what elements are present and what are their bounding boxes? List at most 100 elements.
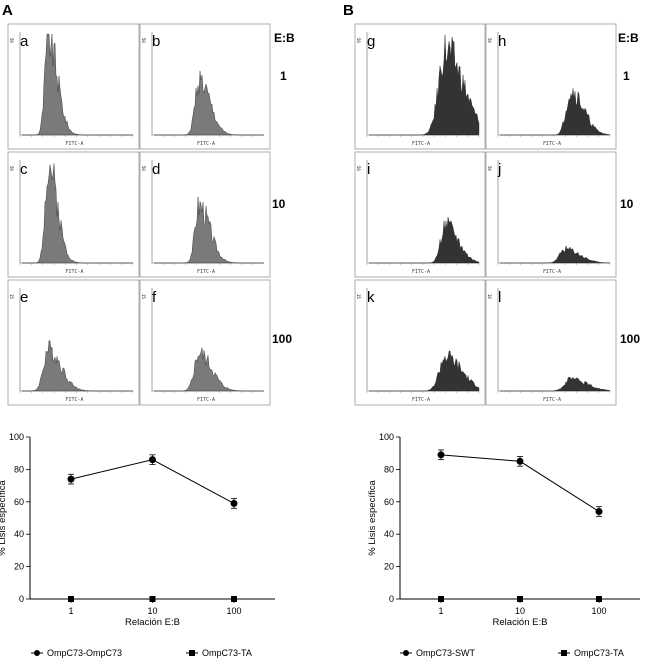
histogram-letter: i (367, 161, 370, 178)
histogram-k: 15 FITC-A k (354, 279, 486, 406)
histogram-letter: b (152, 33, 160, 50)
data-point (596, 596, 602, 602)
y-tick-label: 40 (14, 529, 24, 539)
data-point (68, 596, 74, 602)
y-tick-label: 100 (379, 432, 394, 442)
data-point (517, 596, 523, 602)
ratio-label-a-1: 1 (280, 69, 287, 83)
y-tick-label: 20 (14, 562, 24, 572)
ratio-label-b-1: 1 (623, 69, 630, 83)
ratio-label-b-10: 10 (620, 197, 634, 211)
line-chart-a: 0 20 40 60 80 100 1 10 100 Relación E:B % Lisis es… (0, 432, 275, 658)
y-tick-label: 40 (384, 529, 394, 539)
histogram-distribution (154, 70, 264, 136)
histogram-letter: g (367, 33, 375, 50)
histogram-ymax-label: 15 (9, 294, 14, 299)
histogram-distribution (369, 350, 480, 392)
histogram-ymax-label: 50 (356, 38, 361, 43)
histogram-letter: j (497, 161, 501, 178)
legend-marker (561, 650, 567, 656)
legend-entry: OmpC73-TA (558, 648, 624, 658)
data-point (438, 596, 444, 602)
y-axis-label: % Lisis específica (367, 480, 378, 556)
histogram-letter: h (498, 33, 506, 50)
legend-label: OmpC73-SWT (416, 648, 476, 658)
x-tick-label: 1 (68, 606, 73, 616)
series-line (70, 459, 235, 504)
y-tick-label: 80 (384, 464, 394, 474)
data-point (437, 451, 445, 459)
histogram-e: 15 FITC-A e (7, 279, 140, 406)
histogram-i: 50 FITC-A i (354, 151, 486, 278)
legend-label: OmpC73-TA (574, 648, 624, 658)
x-tick-label: 100 (226, 606, 241, 616)
y-tick-label: 60 (14, 497, 24, 507)
histogram-l: 10 FITC-A l (485, 279, 617, 406)
ratio-label-b-100: 100 (620, 332, 640, 346)
histogram-distribution (22, 163, 133, 264)
data-point (67, 475, 75, 483)
data-point (231, 596, 237, 602)
data-point (230, 499, 238, 507)
legend-label: OmpC73-TA (202, 648, 252, 658)
histogram-x-label: FITC-A (412, 269, 430, 275)
histogram-grid: 50 FITC-A a 50 FITC-A b 50 FITC-A c 50 FITC-A d 15 FI… (7, 23, 617, 406)
histogram-ymax-label: 50 (487, 38, 492, 43)
line-chart-b: 0 20 40 60 80 100 1 10 100 Relación E:B % Lisis es… (367, 432, 640, 658)
histogram-g: 50 FITC-A g (354, 23, 486, 150)
y-tick-label: 80 (14, 464, 24, 474)
histogram-x-label: FITC-A (197, 141, 215, 147)
x-axis-label: Relación E:B (493, 617, 548, 628)
histogram-distribution (369, 34, 480, 136)
histogram-a: 50 FITC-A a (7, 23, 140, 150)
panel-letter-b: B (343, 2, 354, 19)
data-point (149, 456, 156, 464)
histogram-x-label: FITC-A (66, 141, 84, 147)
histogram-x-label: FITC-A (197, 269, 215, 275)
legend-entry: OmpC73-SWT (400, 648, 476, 658)
histogram-x-label: FITC-A (66, 269, 84, 275)
ratio-label-a-10: 10 (272, 197, 286, 211)
data-point (516, 457, 524, 465)
histogram-frame (7, 279, 140, 406)
histogram-h: 50 FITC-A h (485, 23, 617, 150)
histogram-x-label: FITC-A (412, 141, 430, 147)
x-tick-label: 10 (147, 606, 157, 616)
histogram-x-label: FITC-A (197, 397, 215, 403)
y-tick-label: 0 (19, 594, 24, 604)
y-axis-label: % Lisis específica (0, 480, 8, 556)
legend-marker (34, 650, 40, 656)
histogram-distribution (369, 217, 480, 264)
histogram-ymax-label: 15 (141, 294, 146, 299)
x-axis-label: Relación E:B (125, 617, 180, 628)
series-OmpC73-TA (438, 596, 602, 602)
histogram-frame (485, 279, 617, 406)
series-OmpC73-SWT (437, 449, 603, 517)
histogram-ymax-label: 50 (356, 166, 361, 171)
legend-marker (403, 650, 409, 656)
legend-entry: OmpC73-TA (186, 648, 252, 658)
x-tick-label: 10 (515, 606, 525, 616)
histogram-letter: k (367, 289, 375, 306)
histogram-frame (485, 151, 617, 278)
histogram-distribution (22, 340, 133, 392)
histogram-ymax-label: 50 (9, 38, 14, 43)
x-tick-label: 1 (438, 606, 443, 616)
y-tick-label: 100 (9, 432, 24, 442)
histogram-letter: a (20, 33, 29, 50)
y-tick-label: 60 (384, 497, 394, 507)
histogram-frame (7, 23, 140, 150)
panel-letter-a: A (2, 2, 13, 19)
series-OmpC73-TA (68, 596, 237, 602)
histogram-d: 50 FITC-A d (139, 151, 271, 278)
ratio-label-a-100: 100 (272, 332, 292, 346)
legend-marker (189, 650, 195, 656)
eb-header-a: E:B (274, 31, 295, 45)
histogram-distribution (154, 347, 264, 392)
y-tick-label: 20 (384, 562, 394, 572)
eb-header-b: E:B (618, 31, 639, 45)
histogram-frame (7, 151, 140, 278)
histogram-x-label: FITC-A (66, 397, 84, 403)
histogram-b: 50 FITC-A b (139, 23, 271, 150)
